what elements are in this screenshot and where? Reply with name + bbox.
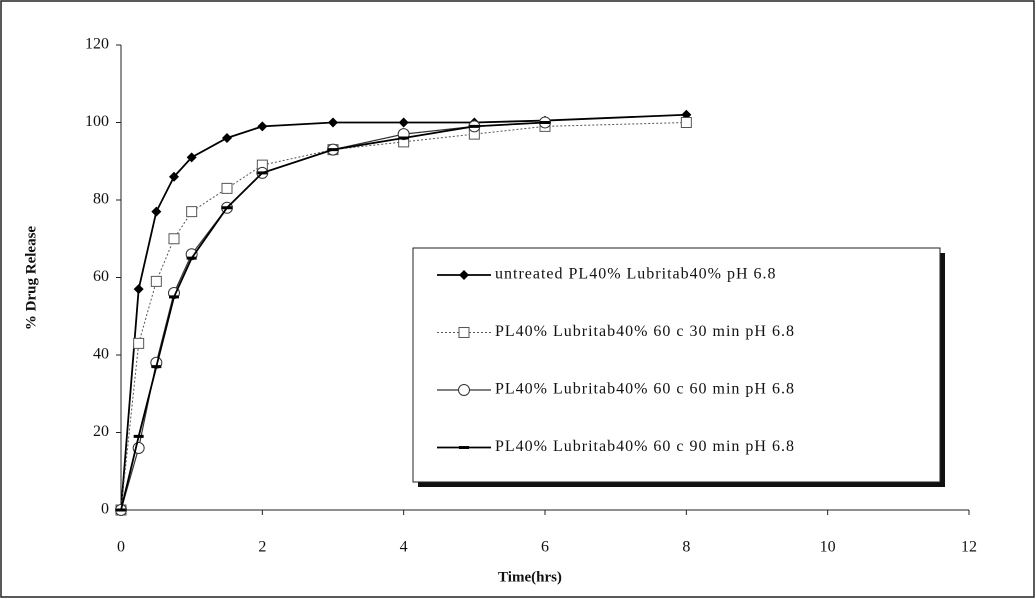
x-tick-label: 4 — [400, 539, 408, 556]
y-tick-label: 40 — [93, 346, 109, 363]
marker-diamond — [328, 117, 338, 128]
marker-dash — [169, 295, 179, 299]
y-tick-label: 100 — [85, 113, 109, 130]
x-tick-label: 0 — [117, 539, 125, 556]
marker-square — [150, 275, 162, 287]
legend-marker — [459, 446, 469, 449]
marker-dash — [116, 508, 126, 512]
marker-square — [168, 233, 180, 245]
marker-dash — [151, 365, 162, 369]
marker-diamond — [151, 206, 162, 217]
marker-diamond — [169, 171, 179, 182]
x-axis-title: Time(hrs) — [498, 569, 562, 585]
marker-square — [186, 206, 198, 218]
marker-square — [221, 182, 233, 194]
legend-label: PL40% Lubritab40% 60 c 90 min pH 6.8 — [495, 438, 795, 455]
y-tick-label: 60 — [93, 268, 109, 285]
marker-dash — [186, 256, 197, 260]
legend-marker — [458, 384, 470, 396]
legend-label: PL40% Lubritab40% 60 c 60 min pH 6.8 — [495, 381, 795, 398]
legend-marker — [458, 327, 470, 338]
marker-dash — [469, 124, 480, 128]
marker-diamond — [222, 133, 232, 143]
marker-diamond — [133, 284, 144, 295]
marker-diamond — [257, 121, 268, 132]
marker-dash — [133, 434, 144, 438]
y-tick-label: 0 — [101, 501, 109, 518]
y-tick-label: 80 — [93, 191, 109, 208]
marker-dash — [328, 148, 338, 152]
legend-label: PL40% Lubritab40% 60 c 30 min pH 6.8 — [495, 323, 795, 340]
series-line — [120, 122, 687, 511]
y-axis-title: % Drug Release — [23, 226, 39, 330]
marker-dash — [398, 136, 409, 140]
marker-square — [680, 117, 692, 128]
x-tick-label: 12 — [961, 539, 977, 556]
x-tick-label: 10 — [820, 539, 836, 556]
marker-diamond — [186, 152, 197, 163]
x-tick-label: 6 — [541, 539, 549, 556]
series-line — [120, 113, 687, 511]
marker-diamond — [398, 117, 409, 128]
marker-dash — [257, 171, 268, 175]
x-tick-label: 8 — [682, 539, 690, 556]
legend-marker — [459, 270, 469, 280]
x-tick-label: 2 — [258, 539, 266, 556]
y-tick-label: 20 — [93, 423, 109, 440]
marker-dash — [540, 121, 550, 124]
marker-dash — [222, 206, 232, 210]
marker-square — [133, 337, 145, 349]
legend-label: untreated PL40% Lubritab40% pH 6.8 — [495, 266, 777, 283]
y-tick-label: 120 — [85, 36, 109, 53]
legend-box — [412, 247, 941, 483]
